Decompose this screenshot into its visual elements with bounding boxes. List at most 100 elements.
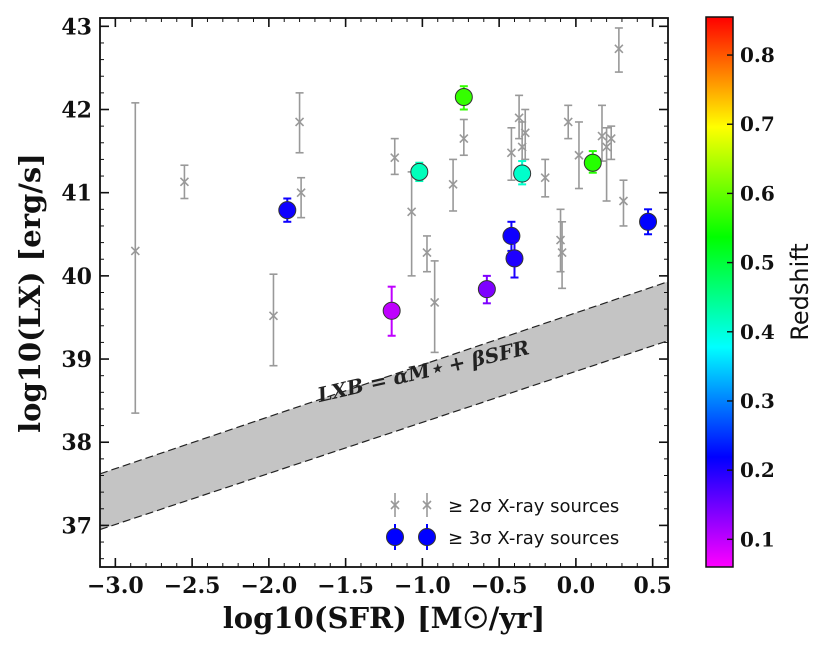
legend-blue-circle-marker xyxy=(418,528,436,546)
grey-x-marker xyxy=(422,248,432,258)
color-point-3 xyxy=(454,85,473,111)
colorbar-tick-label: 0.3 xyxy=(740,389,775,413)
x-tick-label: −0.5 xyxy=(471,573,528,599)
y-tick-label: 38 xyxy=(61,430,92,456)
grey-point-24 xyxy=(618,179,629,227)
grey-point-23 xyxy=(614,27,624,73)
grey-point-10 xyxy=(459,118,469,157)
y-axis-title: log10(LX) [erg/s] xyxy=(13,153,47,433)
data-points xyxy=(130,27,658,414)
grey-x-marker xyxy=(407,207,417,217)
colorbar-tick-label: 0.6 xyxy=(740,181,775,205)
color-point-4 xyxy=(477,274,496,305)
x-tick-label: −1.5 xyxy=(317,573,374,599)
colorbar-tick-label: 0.7 xyxy=(740,112,775,136)
grey-x-marker xyxy=(179,177,189,187)
grey-x-marker xyxy=(520,128,530,138)
grey-point-1 xyxy=(179,164,189,200)
color-circle-marker xyxy=(477,280,496,299)
grey-x-marker xyxy=(268,311,279,321)
color-circle-marker xyxy=(278,201,297,220)
legend-grey-x-marker xyxy=(422,500,432,510)
grey-point-19 xyxy=(574,121,584,190)
grey-point-14 xyxy=(520,108,530,161)
colorbar-title: Redshift xyxy=(786,243,814,340)
y-tick-label: 37 xyxy=(61,513,92,539)
y-tick-label: 42 xyxy=(61,98,92,124)
grey-point-9 xyxy=(448,158,458,212)
plot-content xyxy=(100,27,668,531)
colorbar-tick-label: 0.1 xyxy=(740,527,775,551)
grey-point-2 xyxy=(268,273,279,367)
grey-x-marker xyxy=(563,117,573,127)
grey-x-marker xyxy=(602,142,612,152)
grey-point-16 xyxy=(555,208,566,273)
axis-ticks: −3.0 −2.5 −2.0 −1.5 −1.0 −0.5 0.0 0.5 37 38 39 40 41… xyxy=(61,14,671,599)
y-tick-label: 39 xyxy=(61,347,92,373)
color-point-8 xyxy=(583,150,602,174)
grey-point-3 xyxy=(295,92,305,154)
grey-x-marker xyxy=(557,248,567,258)
color-point-2 xyxy=(410,161,429,183)
x-tick-label: 0.5 xyxy=(634,573,672,599)
xrb-band-lower-edge xyxy=(100,340,668,531)
legend-blue-circle-marker xyxy=(386,528,404,546)
x-tick-label: 0.0 xyxy=(557,573,595,599)
color-circle-marker xyxy=(513,164,532,183)
grey-x-marker xyxy=(618,196,629,206)
grey-x-marker xyxy=(574,150,584,160)
grey-x-marker xyxy=(430,297,440,308)
colorbar-tick-label: 0.5 xyxy=(740,251,775,275)
grey-x-marker xyxy=(448,179,458,189)
plot-frame xyxy=(99,17,669,568)
xrb-band xyxy=(100,281,668,530)
color-point-9 xyxy=(639,208,658,236)
color-circle-marker xyxy=(382,301,401,320)
grey-point-7 xyxy=(422,235,432,273)
color-circle-marker xyxy=(583,153,602,172)
grey-x-marker xyxy=(295,117,305,127)
grey-point-18 xyxy=(563,104,573,140)
grey-x-marker xyxy=(606,134,616,144)
y-tick-label: 43 xyxy=(61,14,92,40)
xrb-band-upper-edge xyxy=(100,281,668,475)
color-circle-marker xyxy=(505,249,524,268)
grey-point-15 xyxy=(540,158,550,198)
color-point-0 xyxy=(278,197,297,223)
y-tick-label: 40 xyxy=(61,264,92,290)
grey-point-0 xyxy=(130,102,140,414)
grey-point-11 xyxy=(506,127,516,182)
legend-label-2sigma: ≥ 2σ X-ray sources xyxy=(448,496,619,517)
legend-label-3sigma: ≥ 3σ X-ray sources xyxy=(448,528,619,549)
grey-point-17 xyxy=(557,220,567,290)
x-tick-label: −1.0 xyxy=(394,573,451,599)
grey-x-marker xyxy=(296,188,306,198)
colorbar-tick-label: 0.2 xyxy=(740,458,775,482)
legend-markers xyxy=(386,493,436,550)
colorbar xyxy=(705,16,734,568)
x-tick-label: −2.5 xyxy=(164,573,221,599)
color-point-6 xyxy=(505,239,524,279)
grey-point-5 xyxy=(390,137,400,176)
grey-x-marker xyxy=(130,246,140,256)
color-point-1 xyxy=(382,285,401,337)
grey-x-marker xyxy=(614,44,624,54)
colorbar-tick-label: 0.8 xyxy=(740,43,775,67)
grey-x-marker xyxy=(390,153,400,163)
legend: ≥ 2σ X-ray sources ≥ 3σ X-ray sources xyxy=(386,493,619,550)
grey-x-marker xyxy=(459,134,469,144)
colorbar-tick-label: 0.4 xyxy=(740,320,775,344)
grey-x-marker xyxy=(555,235,566,245)
x-tick-label: −2.0 xyxy=(241,573,298,599)
color-circle-marker xyxy=(454,88,473,107)
color-circle-marker xyxy=(410,162,429,181)
grey-point-8 xyxy=(430,260,440,354)
grey-point-21 xyxy=(602,127,612,202)
grey-x-marker xyxy=(540,173,550,183)
grey-x-marker xyxy=(506,148,516,158)
grey-point-12 xyxy=(514,94,524,140)
color-point-7 xyxy=(513,160,532,186)
x-tick-label: −3.0 xyxy=(87,573,144,599)
legend-grey-x-marker xyxy=(390,500,400,510)
